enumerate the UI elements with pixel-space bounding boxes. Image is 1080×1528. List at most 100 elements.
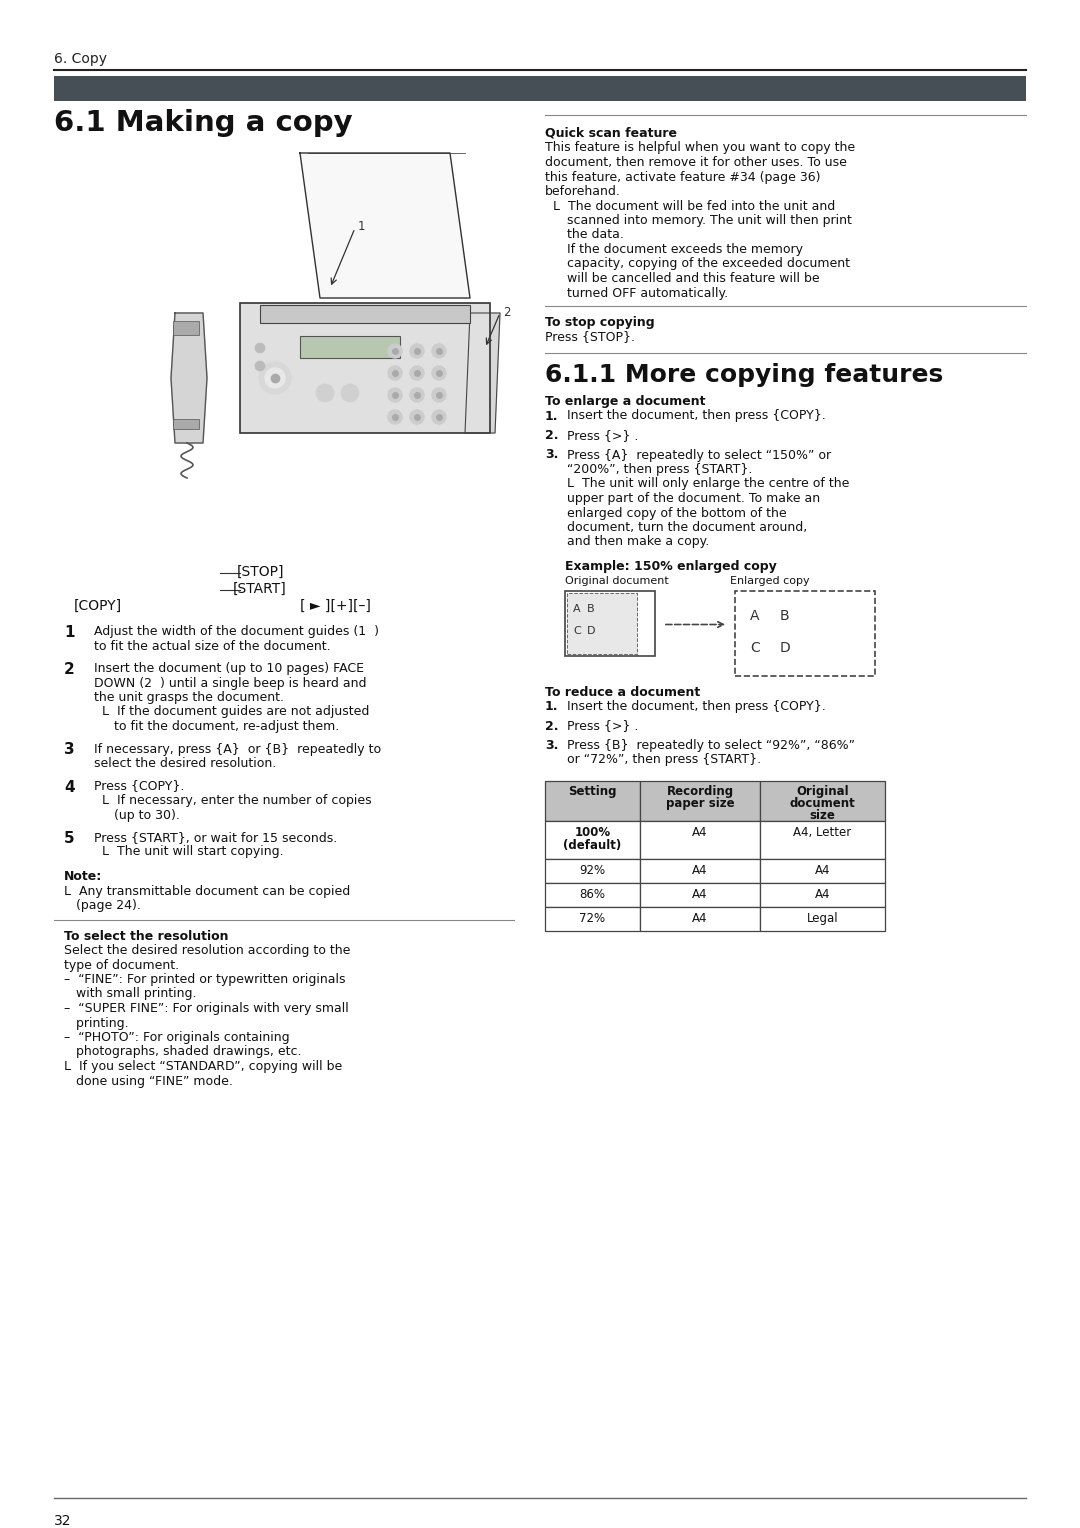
Text: 4: 4	[64, 779, 75, 795]
Text: upper part of the document. To make an: upper part of the document. To make an	[567, 492, 820, 504]
Text: 3.: 3.	[545, 740, 558, 752]
Text: –  “FINE”: For printed or typewritten originals: – “FINE”: For printed or typewritten ori…	[64, 973, 346, 986]
Text: Press {START}, or wait for 15 seconds.: Press {START}, or wait for 15 seconds.	[94, 831, 337, 843]
Bar	[640, 821, 760, 859]
Text: D: D	[588, 625, 595, 636]
Text: capacity, copying of the exceeded document: capacity, copying of the exceeded docume…	[567, 258, 850, 270]
Bar	[640, 781, 760, 821]
Bar	[545, 781, 640, 821]
Polygon shape	[300, 153, 470, 298]
Text: A4: A4	[692, 863, 707, 877]
Text: Press {>} .: Press {>} .	[567, 429, 638, 442]
Text: A4: A4	[814, 863, 831, 877]
Text: Press {STOP}.: Press {STOP}.	[545, 330, 635, 344]
Text: Press {B}  repeatedly to select “92%”, “86%”: Press {B} repeatedly to select “92%”, “8…	[567, 740, 855, 752]
Text: –  “SUPER FINE”: For originals with very small: – “SUPER FINE”: For originals with very …	[64, 1002, 349, 1015]
Circle shape	[410, 410, 424, 423]
Polygon shape	[171, 313, 207, 443]
Text: B: B	[780, 608, 789, 622]
Text: or “72%”, then press {START}.: or “72%”, then press {START}.	[567, 753, 761, 767]
Text: 6.1.1 More copying features: 6.1.1 More copying features	[545, 364, 943, 387]
Text: Press {A}  repeatedly to select “150%” or: Press {A} repeatedly to select “150%” or	[567, 449, 832, 461]
Text: A: A	[573, 605, 581, 614]
Text: To stop copying: To stop copying	[545, 316, 654, 329]
Circle shape	[388, 344, 402, 358]
Text: C: C	[750, 640, 759, 654]
Text: 92%: 92%	[580, 863, 606, 877]
Text: Insert the document, then press {COPY}.: Insert the document, then press {COPY}.	[567, 410, 826, 423]
Text: 32: 32	[54, 1514, 71, 1528]
Text: document, then remove it for other uses. To use: document, then remove it for other uses.…	[545, 156, 847, 170]
Text: A: A	[750, 608, 759, 622]
Text: and then make a copy.: and then make a copy.	[567, 535, 710, 549]
Text: Original document: Original document	[565, 576, 669, 587]
Text: photographs, shaded drawings, etc.: photographs, shaded drawings, etc.	[64, 1045, 301, 1059]
Text: 6.1 Making a copy: 6.1 Making a copy	[54, 108, 353, 138]
Bar	[54, 76, 1026, 101]
Text: B: B	[588, 605, 595, 614]
Text: scanned into memory. The unit will then print: scanned into memory. The unit will then …	[567, 214, 852, 228]
Text: –  “PHOTO”: For originals containing: – “PHOTO”: For originals containing	[64, 1031, 289, 1044]
Text: L  The unit will only enlarge the centre of the: L The unit will only enlarge the centre …	[567, 477, 849, 490]
Bar	[173, 419, 199, 429]
Text: the unit grasps the document.: the unit grasps the document.	[94, 691, 284, 704]
Circle shape	[255, 342, 265, 353]
Circle shape	[410, 388, 424, 402]
Text: Note:: Note:	[64, 869, 103, 883]
Text: done using “FINE” mode.: done using “FINE” mode.	[64, 1074, 233, 1088]
Text: with small printing.: with small printing.	[64, 987, 197, 1001]
Text: To select the resolution: To select the resolution	[64, 929, 229, 943]
Text: [ ► ][+][–]: [ ► ][+][–]	[300, 599, 370, 613]
Text: A4: A4	[814, 888, 831, 902]
Text: L  If you select “STANDARD”, copying will be: L If you select “STANDARD”, copying will…	[64, 1060, 342, 1073]
Bar	[545, 859, 640, 883]
Text: D: D	[780, 640, 791, 654]
Bar	[760, 883, 885, 908]
Text: L  The document will be fed into the unit and: L The document will be fed into the unit…	[553, 200, 835, 212]
Bar	[240, 303, 490, 432]
Bar	[735, 590, 875, 675]
Text: Legal: Legal	[807, 912, 838, 924]
Text: the data.: the data.	[567, 229, 624, 241]
Bar	[260, 306, 470, 322]
Text: 3: 3	[64, 743, 75, 758]
Text: (page 24).: (page 24).	[64, 898, 140, 912]
Text: To reduce a document: To reduce a document	[545, 686, 700, 698]
Text: 1: 1	[357, 220, 365, 232]
Text: will be cancelled and this feature will be: will be cancelled and this feature will …	[567, 272, 820, 286]
Text: [START]: [START]	[233, 582, 287, 596]
Text: Setting: Setting	[568, 785, 617, 798]
Circle shape	[410, 367, 424, 380]
Text: 3.: 3.	[545, 449, 558, 461]
Bar	[565, 590, 654, 656]
Text: printing.: printing.	[64, 1016, 129, 1030]
Text: [COPY]: [COPY]	[75, 599, 122, 613]
Text: (up to 30).: (up to 30).	[94, 808, 180, 822]
Text: Insert the document (up to 10 pages) FACE: Insert the document (up to 10 pages) FAC…	[94, 662, 364, 675]
Text: Quick scan feature: Quick scan feature	[545, 127, 677, 141]
Text: Recording: Recording	[666, 785, 733, 798]
Text: Enlarged copy: Enlarged copy	[730, 576, 810, 587]
Circle shape	[388, 388, 402, 402]
Text: 2.: 2.	[545, 429, 558, 442]
Text: 100%: 100%	[575, 827, 610, 839]
Text: L  Any transmittable document can be copied: L Any transmittable document can be copi…	[64, 885, 350, 897]
Text: Press {COPY}.: Press {COPY}.	[94, 779, 185, 793]
Text: 6. Copy: 6. Copy	[54, 52, 107, 66]
Text: Press {>} .: Press {>} .	[567, 720, 638, 732]
Text: 72%: 72%	[580, 912, 606, 924]
Circle shape	[316, 384, 334, 402]
Text: L  If the document guides are not adjusted: L If the document guides are not adjuste…	[102, 706, 369, 718]
Bar	[760, 781, 885, 821]
Polygon shape	[465, 313, 500, 432]
Text: This feature is helpful when you want to copy the: This feature is helpful when you want to…	[545, 142, 855, 154]
Text: 1.: 1.	[545, 700, 558, 714]
Bar	[545, 821, 640, 859]
Bar	[640, 859, 760, 883]
Text: Original: Original	[796, 785, 849, 798]
Text: 1.: 1.	[545, 410, 558, 423]
Text: “200%”, then press {START}.: “200%”, then press {START}.	[567, 463, 753, 477]
Text: enlarged copy of the bottom of the: enlarged copy of the bottom of the	[567, 506, 786, 520]
Text: To enlarge a document: To enlarge a document	[545, 396, 705, 408]
Bar	[760, 821, 885, 859]
